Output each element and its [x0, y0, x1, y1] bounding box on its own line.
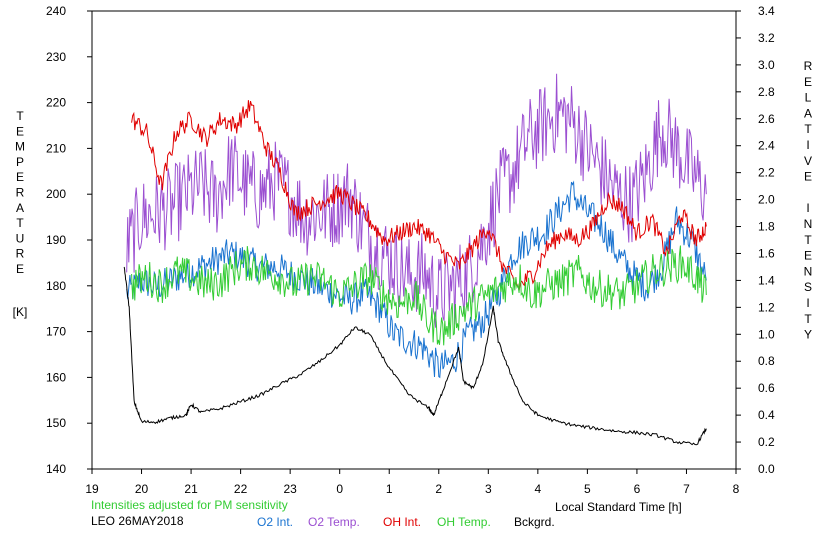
right-axis-letter: T	[804, 312, 812, 326]
right-tick-label: 2.0	[758, 193, 775, 207]
left-axis-letter: A	[16, 201, 24, 215]
x-tick-label: 1	[386, 482, 393, 496]
right-axis-letter: V	[804, 154, 812, 168]
right-axis-letter: T	[804, 233, 812, 247]
right-axis-letter: I	[806, 296, 809, 310]
left-tick-label: 170	[46, 325, 66, 339]
series-line-bckgrd	[123, 266, 707, 446]
right-tick-label: 2.2	[758, 166, 775, 180]
left-tick-label: 160	[46, 370, 66, 384]
x-tick-label: 21	[184, 482, 198, 496]
right-tick-label: 1.2	[758, 300, 775, 314]
x-tick-label: 3	[485, 482, 492, 496]
left-tick-label: 140	[46, 462, 66, 476]
left-axis-letter: M	[15, 140, 25, 154]
left-axis-letter: R	[16, 247, 25, 261]
series-line-o2-temp	[126, 73, 707, 328]
left-tick-label: 210	[46, 141, 66, 155]
right-tick-label: 2.4	[758, 139, 775, 153]
right-axis-letter: E	[804, 249, 812, 263]
right-tick-label: 2.8	[758, 85, 775, 99]
x-tick-label: 8	[733, 482, 740, 496]
x-tick-label: 6	[634, 482, 641, 496]
right-tick-label: 0.8	[758, 354, 775, 368]
right-axis-letter: I	[806, 138, 809, 152]
plot-frame	[91, 10, 737, 470]
right-axis-letter: Y	[804, 328, 812, 342]
note-label: Intensities adjusted for PM sensitivity	[91, 498, 288, 512]
left-tick-label: 150	[46, 416, 66, 430]
x-tick-label: 20	[135, 482, 149, 496]
legend-bckgrd: Bckgrd.	[514, 515, 555, 529]
x-tick-label: 23	[283, 482, 297, 496]
legend-o2-int: O2 Int.	[257, 515, 294, 529]
right-axis-letter: E	[804, 170, 812, 184]
right-tick-label: 0.6	[758, 381, 775, 395]
station-label: LEO 26MAY2018	[91, 514, 184, 528]
right-tick-label: 1.6	[758, 246, 775, 260]
left-axis-letter: E	[16, 124, 24, 138]
left-tick-label: 230	[46, 50, 66, 64]
right-tick-label: 0.4	[758, 408, 775, 422]
left-axis-letter: E	[16, 170, 24, 184]
x-tick-label: 2	[435, 482, 442, 496]
right-axis-letter: R	[804, 59, 813, 73]
legend-oh-temp: OH Temp.	[437, 515, 491, 529]
right-axis-letter: S	[804, 280, 812, 294]
left-tick-label: 240	[46, 4, 66, 18]
right-axis-letter: N	[804, 264, 813, 278]
right-tick-label: 1.4	[758, 273, 775, 287]
right-tick-label: 0.2	[758, 435, 775, 449]
x-tick-label: 0	[336, 482, 343, 496]
left-tick-label: 190	[46, 233, 66, 247]
left-axis-unit: [K]	[13, 305, 28, 319]
legend-oh-int: OH Int.	[383, 515, 422, 529]
series-line-oh-int	[131, 100, 707, 291]
right-axis-letter: E	[804, 75, 812, 89]
right-axis-letter: I	[806, 201, 809, 215]
left-tick-label: 220	[46, 96, 66, 110]
series-line-oh-temp	[131, 245, 707, 346]
left-axis-letter: R	[16, 186, 25, 200]
right-tick-label: 3.0	[758, 58, 775, 72]
legend-o2-temp: O2 Temp.	[308, 515, 360, 529]
left-tick-label: 200	[46, 187, 66, 201]
x-tick-label: 5	[584, 482, 591, 496]
right-tick-label: 3.2	[758, 31, 775, 45]
right-axis-letter: L	[805, 91, 812, 105]
right-tick-label: 1.0	[758, 327, 775, 341]
left-axis-letter: U	[16, 231, 25, 245]
right-tick-label: 1.8	[758, 220, 775, 234]
left-axis-letter: P	[16, 155, 24, 169]
x-tick-label: 7	[683, 482, 690, 496]
right-axis-letter: A	[804, 106, 812, 120]
xaxis-title: Local Standard Time [h]	[555, 500, 682, 514]
right-axis-letter: T	[804, 122, 812, 136]
left-axis-letter: T	[16, 216, 24, 230]
right-tick-label: 0.0	[758, 462, 775, 476]
x-tick-label: 22	[234, 482, 248, 496]
x-tick-label: 4	[535, 482, 542, 496]
right-tick-label: 2.6	[758, 112, 775, 126]
x-tick-label: 19	[85, 482, 99, 496]
series-line-o2-int	[126, 180, 707, 379]
left-axis-letter: T	[16, 109, 24, 123]
left-tick-label: 180	[46, 279, 66, 293]
right-axis-letter: N	[804, 217, 813, 231]
left-axis-letter: E	[16, 262, 24, 276]
right-tick-label: 3.4	[758, 4, 775, 18]
